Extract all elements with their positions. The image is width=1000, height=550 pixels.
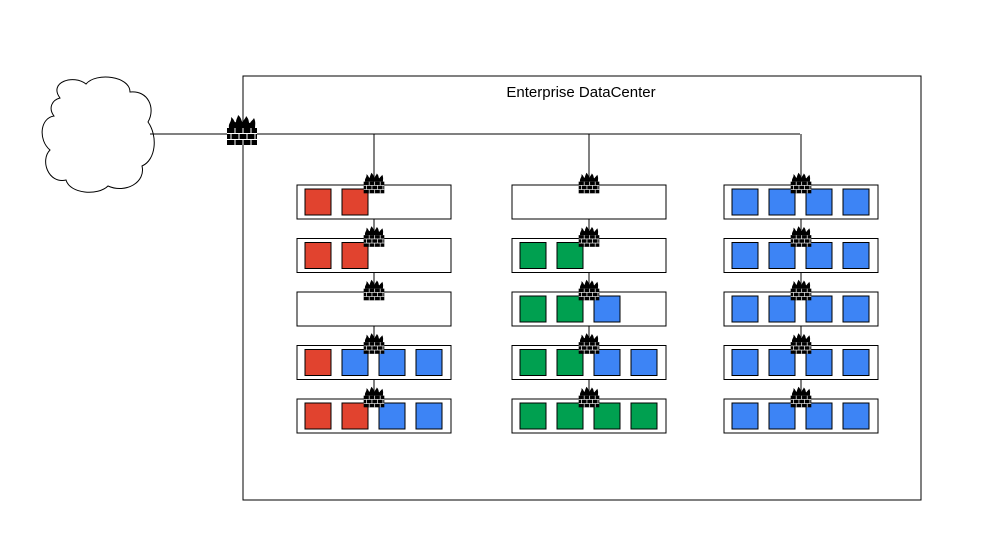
server-blue — [593, 295, 621, 323]
rack — [296, 172, 452, 220]
server-blue — [805, 402, 833, 430]
firewall-icon — [226, 114, 258, 146]
server-blue — [842, 295, 870, 323]
rack — [296, 225, 452, 273]
server-blue — [731, 402, 759, 430]
rack — [511, 172, 667, 220]
rack-frame — [511, 184, 667, 220]
server-green — [556, 242, 584, 269]
server-blue — [731, 295, 759, 323]
rack — [511, 386, 667, 434]
server-green — [630, 402, 658, 430]
server-blue — [842, 349, 870, 376]
server-blue — [768, 402, 796, 430]
server-green — [519, 295, 547, 323]
server-green — [519, 242, 547, 269]
server-blue — [805, 188, 833, 216]
server-red — [341, 402, 369, 430]
server-blue — [415, 349, 443, 376]
server-blue — [842, 188, 870, 216]
server-blue — [805, 242, 833, 269]
server-blue — [768, 188, 796, 216]
rack — [296, 386, 452, 434]
server-red — [341, 242, 369, 269]
server-red — [304, 242, 332, 269]
datacenter-title: Enterprise DataCenter — [506, 84, 655, 101]
server-green — [519, 349, 547, 376]
server-blue — [805, 349, 833, 376]
server-blue — [842, 242, 870, 269]
server-red — [304, 349, 332, 376]
server-red — [341, 188, 369, 216]
server-blue — [731, 349, 759, 376]
datacenter-boundary — [242, 75, 922, 501]
server-red — [304, 188, 332, 216]
server-blue — [805, 295, 833, 323]
cloud-icon — [41, 76, 155, 193]
server-blue — [842, 402, 870, 430]
server-blue — [378, 349, 406, 376]
server-blue — [630, 349, 658, 376]
rack — [511, 279, 667, 327]
server-blue — [341, 349, 369, 376]
server-green — [593, 402, 621, 430]
server-blue — [593, 349, 621, 376]
rack — [511, 225, 667, 273]
server-blue — [415, 402, 443, 430]
server-red — [304, 402, 332, 430]
rack — [723, 172, 879, 220]
server-blue — [378, 402, 406, 430]
server-green — [519, 402, 547, 430]
rack-column — [511, 134, 667, 434]
server-green — [556, 349, 584, 376]
server-blue — [731, 242, 759, 269]
server-blue — [731, 188, 759, 216]
server-green — [556, 295, 584, 323]
rack — [723, 225, 879, 273]
rack — [723, 386, 879, 434]
rack — [296, 332, 452, 380]
rack-column — [723, 134, 879, 434]
server-blue — [768, 242, 796, 269]
server-blue — [768, 349, 796, 376]
rack — [511, 332, 667, 380]
rack-columns — [296, 134, 879, 434]
server-green — [556, 402, 584, 430]
rack — [723, 332, 879, 380]
rack-column — [296, 134, 452, 434]
server-blue — [768, 295, 796, 323]
rack — [296, 279, 452, 327]
rack — [723, 279, 879, 327]
